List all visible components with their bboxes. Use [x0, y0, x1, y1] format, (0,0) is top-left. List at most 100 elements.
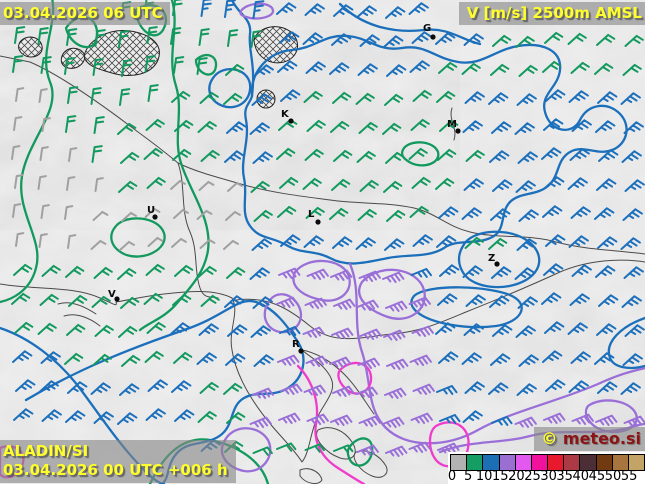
legend-color-bar: [450, 454, 645, 471]
wind-barb: [200, 294, 220, 307]
wind-barb: [279, 176, 299, 189]
wind-barb: [174, 264, 194, 277]
wind-barb: [198, 323, 219, 336]
wind-barb: [226, 266, 246, 279]
wind-barb: [172, 0, 184, 16]
wind-barb: [492, 324, 513, 337]
wind-barb: [410, 268, 432, 278]
wind-barb: [64, 205, 74, 220]
wind-barb: [410, 118, 430, 131]
wind-barb: [357, 63, 378, 76]
wind-barb: [408, 296, 431, 308]
wind-barb: [463, 33, 484, 46]
legend-tick: 25: [524, 469, 541, 484]
wind-barb: [596, 323, 617, 336]
wind-barb: [304, 297, 327, 309]
wind-barb: [408, 2, 429, 15]
wind-barb: [305, 355, 328, 367]
wind-barb: [594, 207, 615, 220]
wind-barb: [411, 31, 432, 44]
wind-barb: [463, 323, 484, 336]
wind-barb: [92, 58, 104, 76]
wind-barb: [462, 410, 483, 423]
wind-barb: [119, 240, 135, 251]
run-time: 03.04.2026 00 UTC +006 h: [3, 460, 228, 479]
wind-barb: [145, 263, 165, 276]
copyright-label: © meteo.si: [534, 427, 645, 451]
wind-barb: [304, 3, 325, 16]
wind-barb: [408, 147, 428, 160]
city-label: L: [308, 209, 315, 220]
wind-barb: [303, 90, 323, 103]
wind-barb: [435, 177, 455, 190]
wind-barb: [514, 267, 535, 280]
city-label: K: [281, 109, 290, 120]
wind-barb: [435, 32, 456, 45]
legend-swatch: [467, 455, 484, 470]
wind-barb: [333, 149, 353, 162]
wind-barb: [385, 6, 406, 19]
wind-barb: [464, 381, 485, 394]
wind-barb: [622, 353, 643, 366]
wind-barb: [144, 350, 164, 363]
wind-barb: [119, 88, 131, 106]
wind-barb: [491, 266, 512, 279]
wind-barb: [305, 61, 326, 74]
wind-barb: [461, 352, 482, 365]
wind-barb: [569, 148, 590, 161]
wind-barb: [516, 93, 537, 106]
wind-barb: [384, 387, 407, 399]
wind-barb: [517, 151, 538, 164]
wind-barb: [38, 88, 48, 103]
wind-barb: [40, 204, 50, 219]
wind-barb: [92, 353, 112, 366]
wind-barb: [621, 295, 642, 308]
legend-tick: 30: [540, 469, 557, 484]
wind-barb: [117, 412, 138, 425]
wind-barb: [306, 119, 326, 132]
wind-barb: [306, 413, 329, 425]
wind-barb: [303, 384, 326, 396]
wind-barb: [542, 205, 563, 218]
wind-barb: [542, 60, 562, 73]
wind-barb: [15, 87, 25, 102]
wind-barb: [412, 89, 432, 102]
wind-barb: [250, 180, 270, 193]
wind-barb: [173, 351, 193, 364]
city-dot: [114, 296, 120, 302]
city-dot: [494, 261, 500, 267]
city-label: R: [292, 339, 300, 350]
wind-barb: [329, 356, 352, 368]
wind-barb: [94, 29, 106, 47]
wind-barb: [385, 445, 408, 457]
wind-barb: [11, 145, 21, 160]
wind-barb: [91, 295, 111, 308]
wind-barb: [15, 232, 25, 247]
wind-barb: [570, 351, 591, 364]
wind-barb: [38, 233, 48, 248]
wind-barb: [568, 235, 589, 248]
wind-barb: [435, 322, 456, 335]
wind-barb: [384, 93, 404, 106]
wind-barb: [544, 176, 565, 189]
wind-barb: [409, 205, 429, 218]
wind-barb: [620, 237, 641, 250]
wind-barb: [276, 296, 299, 308]
wind-barb: [145, 118, 165, 131]
wind-barb: [227, 324, 248, 337]
wind-barb: [252, 151, 273, 164]
wind-barb: [303, 235, 324, 248]
wind-barb: [147, 84, 159, 102]
wind-barb: [436, 385, 458, 395]
wind-barb: [571, 264, 592, 277]
wind-barb: [143, 147, 163, 160]
wind-barb: [439, 414, 461, 424]
wind-barb: [464, 236, 484, 249]
wind-barb: [65, 265, 85, 278]
wind-barb: [253, 209, 273, 222]
wind-barb: [302, 326, 325, 338]
wind-barb: [223, 382, 243, 395]
wind-barb: [226, 121, 247, 134]
wind-barb: [276, 2, 297, 15]
